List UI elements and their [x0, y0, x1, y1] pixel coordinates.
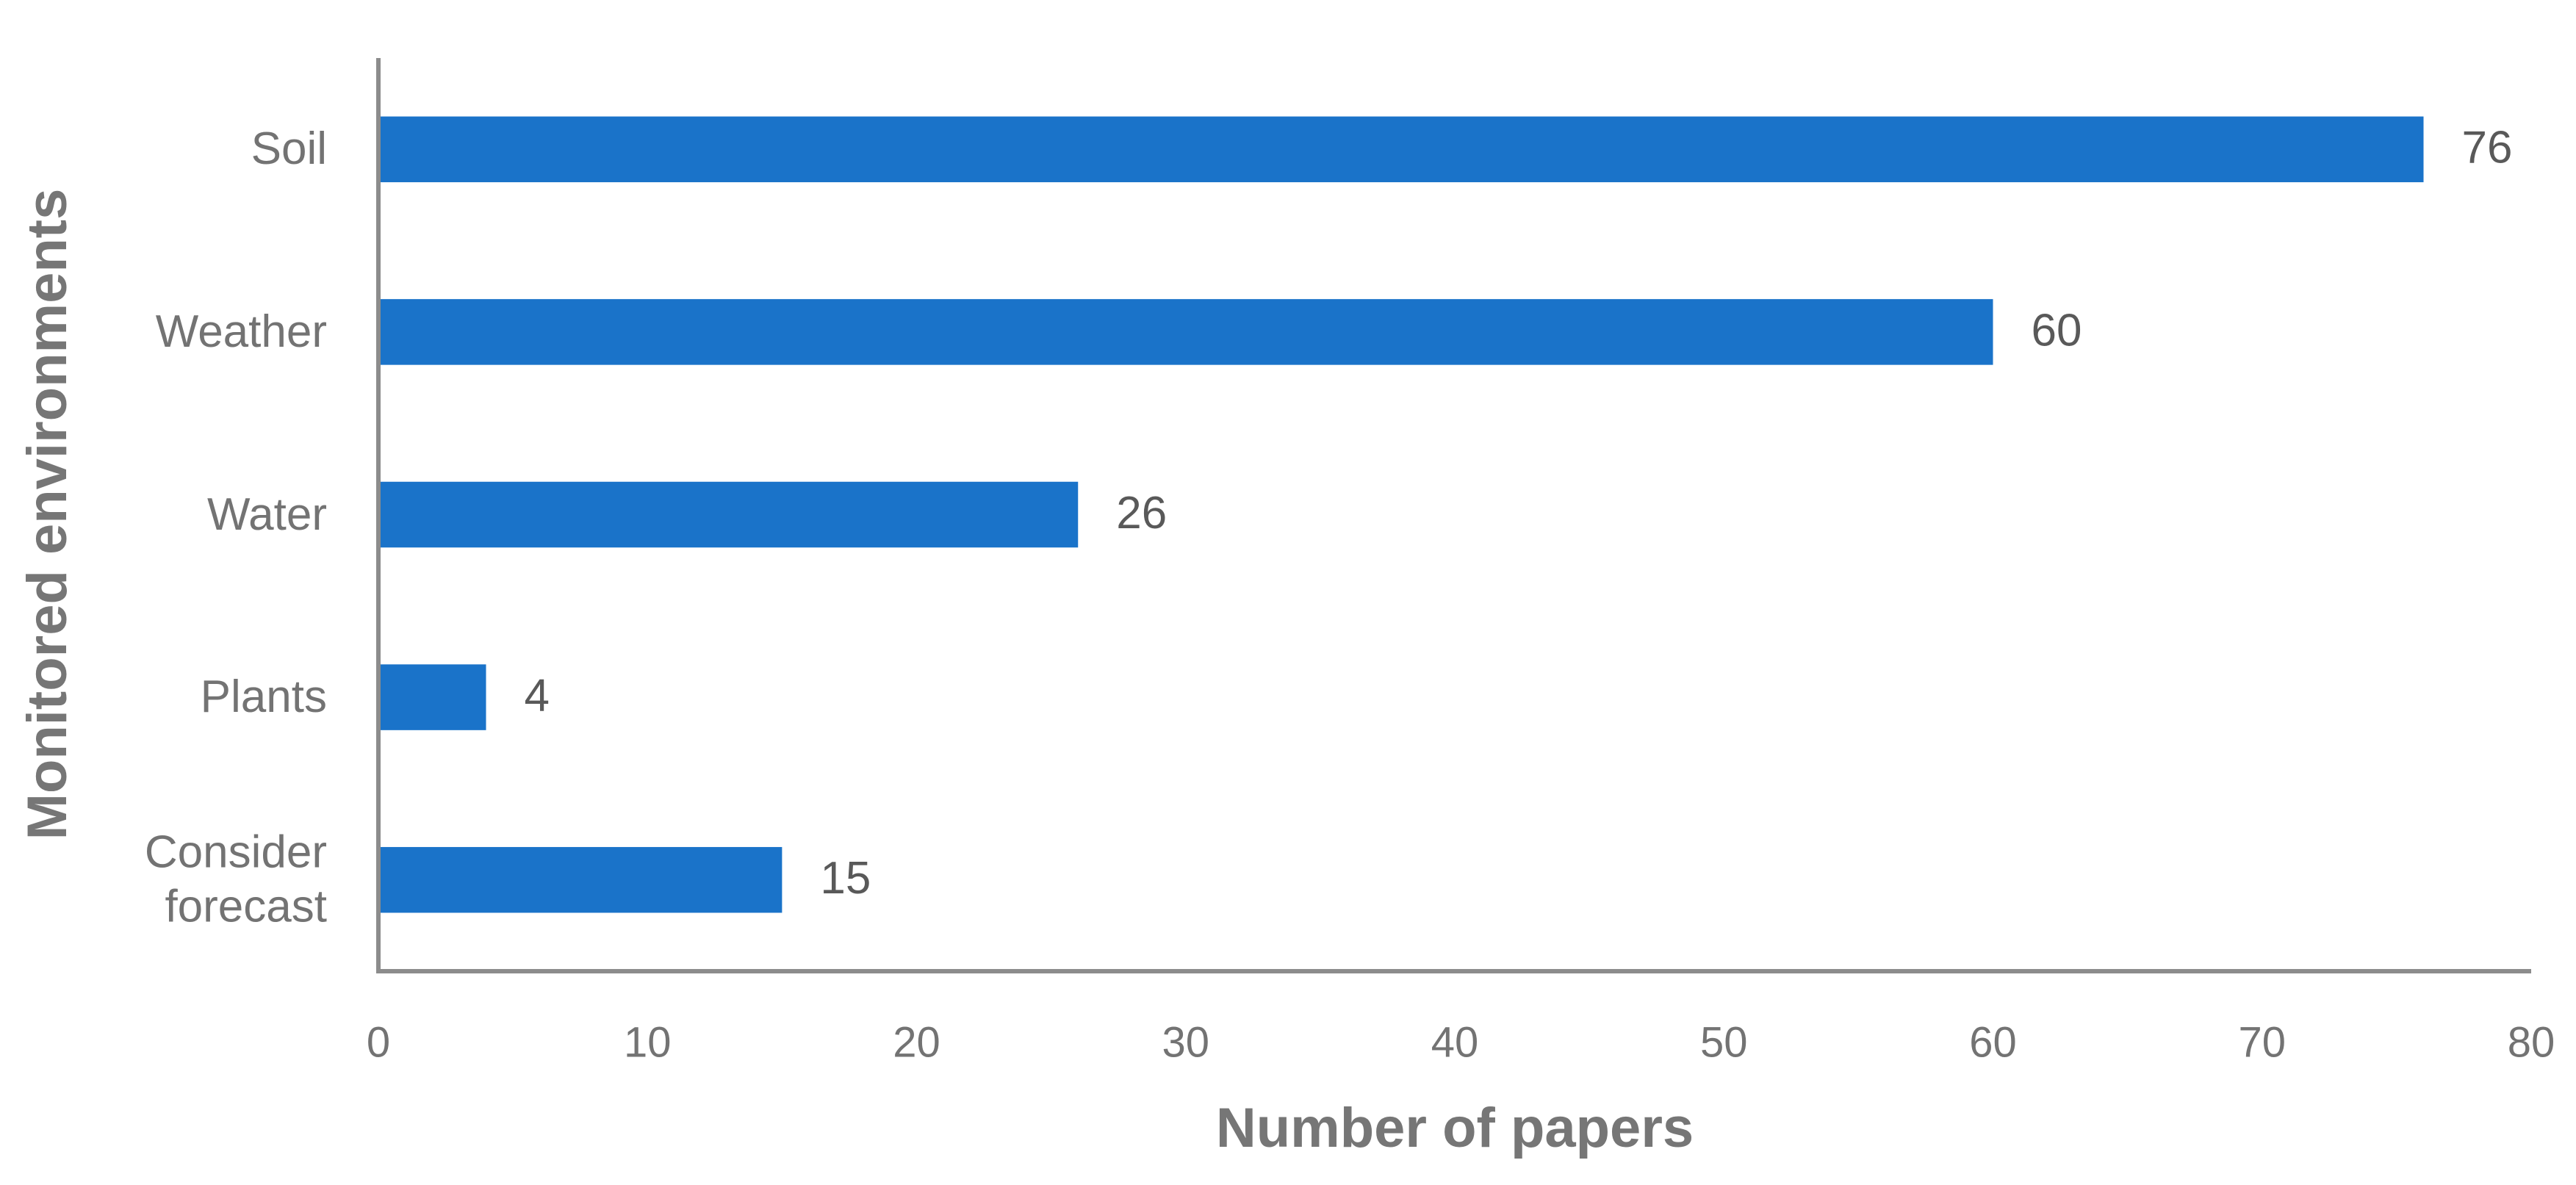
- value-label: 26: [1116, 488, 1167, 539]
- x-tick-label: 80: [2508, 1018, 2555, 1066]
- x-tick-label: 10: [624, 1018, 672, 1066]
- bar: [378, 116, 2424, 183]
- x-tick-label: 70: [2238, 1018, 2286, 1066]
- x-tick-label: 20: [893, 1018, 940, 1066]
- value-label: 76: [2462, 123, 2513, 173]
- y-tick-label: Plants: [200, 671, 327, 722]
- bar: [378, 846, 782, 913]
- bar: [378, 481, 1079, 548]
- value-label: 4: [525, 670, 550, 721]
- y-tick-label: Consider forecast: [144, 826, 327, 932]
- y-axis-title: Monitored environments: [16, 189, 79, 840]
- bar: [378, 299, 1993, 365]
- y-tick-label: Weather: [155, 306, 327, 357]
- x-tick-label: 40: [1431, 1018, 1479, 1066]
- x-axis-title: Number of papers: [1216, 1097, 1694, 1159]
- x-tick-label: 30: [1162, 1018, 1209, 1066]
- bar: [378, 664, 486, 730]
- value-label: 60: [2032, 305, 2082, 356]
- value-label: 15: [820, 853, 871, 904]
- y-tick-label: Soil: [251, 123, 327, 175]
- x-tick-label: 0: [367, 1018, 390, 1066]
- x-tick-label: 60: [1969, 1018, 2017, 1066]
- x-tick-label: 50: [1700, 1018, 1748, 1066]
- y-tick-label: Water: [206, 489, 327, 540]
